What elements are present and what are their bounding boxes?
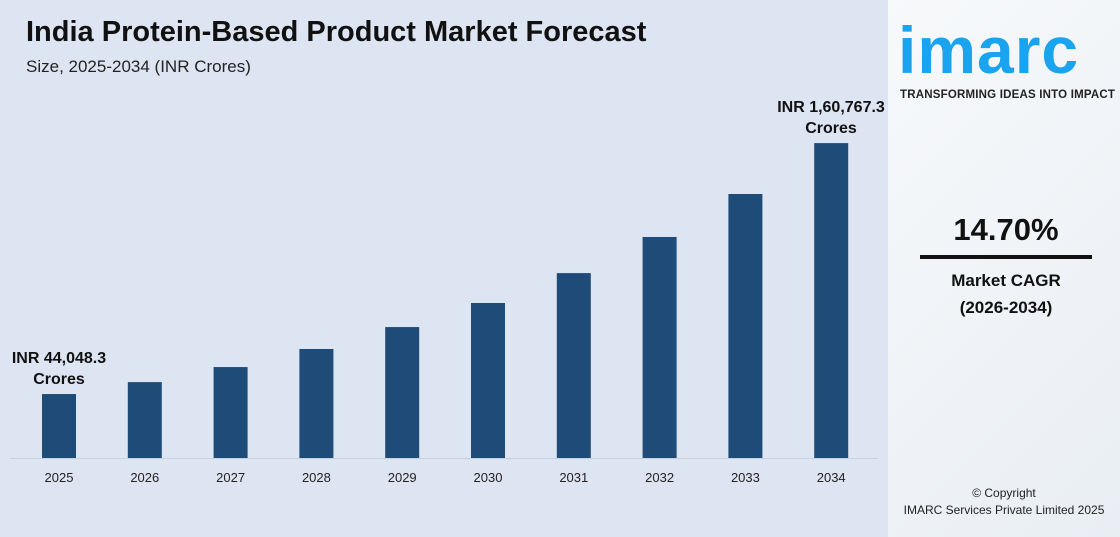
x-tick-label: 2033 — [731, 470, 760, 485]
first-bar-annotation: INR 44,048.3 Crores — [4, 348, 114, 390]
x-tick-label: 2026 — [130, 470, 159, 485]
annotation-line: Crores — [33, 371, 85, 388]
cagr-label: Market CAGR — [951, 271, 1061, 290]
annotation-line: INR 1,60,767.3 — [777, 99, 885, 116]
cagr-period: (2026-2034) — [959, 298, 1053, 317]
bar-2028 — [299, 348, 334, 458]
last-bar-annotation: INR 1,60,767.3 Crores — [766, 97, 896, 139]
chart-title: India Protein-Based Product Market Forec… — [26, 16, 647, 48]
bar-2029 — [385, 327, 420, 458]
x-tick-label: 2029 — [388, 470, 417, 485]
bar-2033 — [728, 193, 763, 458]
bar-2034 — [814, 143, 849, 459]
chart-subtitle: Size, 2025-2034 (INR Crores) — [26, 57, 251, 76]
annotation-line: Crores — [805, 120, 857, 137]
bar-2031 — [556, 273, 591, 458]
cagr-value: 14.70% — [953, 212, 1059, 247]
copyright: © Copyright — [972, 486, 1036, 500]
imarc-logo: imarc — [898, 13, 1080, 87]
bar-2026 — [127, 382, 162, 458]
x-tick-label: 2025 — [45, 470, 74, 485]
x-tick-label: 2027 — [216, 470, 245, 485]
tagline: TRANSFORMING IDEAS INTO IMPACT — [900, 89, 1116, 101]
annotation-line: INR 44,048.3 — [11, 350, 107, 367]
bar-2025 — [42, 394, 76, 458]
bar-2030 — [471, 302, 505, 458]
x-tick-label: 2028 — [302, 470, 331, 485]
x-tick-label: 2030 — [474, 470, 503, 485]
x-tick-label: 2032 — [645, 470, 674, 485]
divider — [920, 255, 1092, 259]
x-tick-label: 2031 — [559, 470, 588, 485]
bar-chart: 2025 2026 2027 2028 2029 2030 2031 2032 2033 2034 — [10, 143, 878, 485]
info-panel — [888, 0, 1120, 537]
bar-2032 — [642, 236, 677, 458]
bar-2027 — [213, 367, 248, 458]
x-tick-label: 2034 — [817, 470, 846, 485]
company-name: IMARC Services Private Limited 2025 — [903, 503, 1105, 517]
